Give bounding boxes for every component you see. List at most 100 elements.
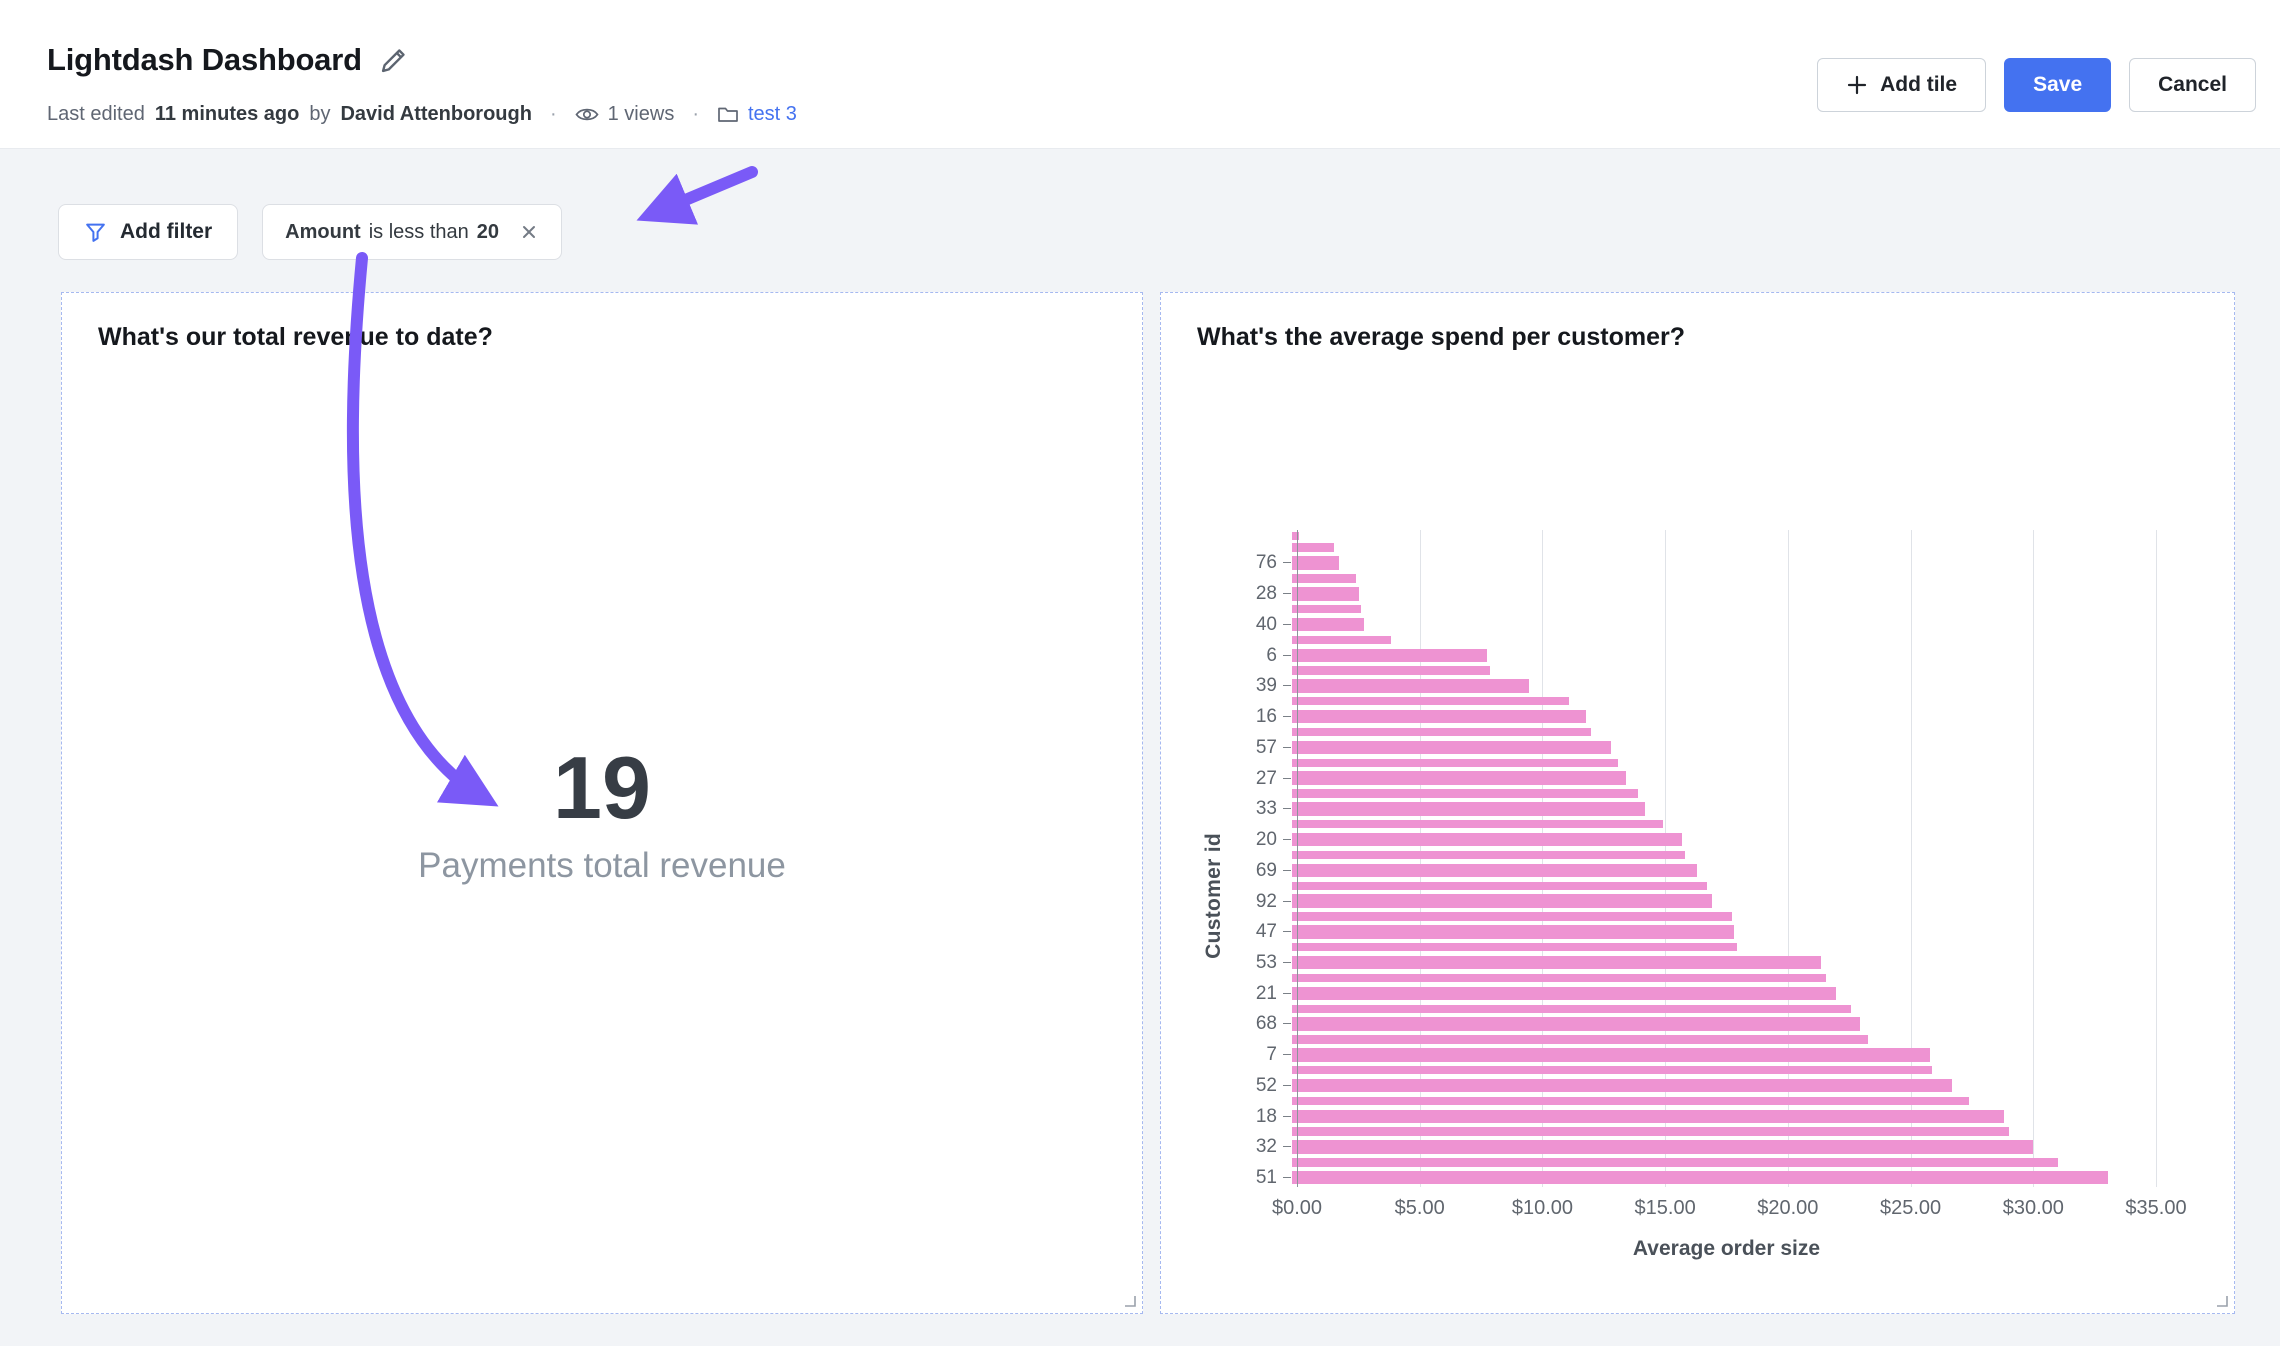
chart-bar[interactable] bbox=[1292, 1096, 1970, 1106]
chart-bar-row: 7 bbox=[1237, 1045, 2156, 1064]
chart-bar-track bbox=[1291, 1064, 2156, 1076]
chart-bar[interactable] bbox=[1292, 881, 1708, 890]
chart-bar[interactable] bbox=[1292, 943, 1737, 952]
chart-bar[interactable] bbox=[1292, 1017, 1861, 1031]
filter-chip-amount[interactable]: Amount is less than 20 bbox=[262, 204, 563, 260]
chart-bar[interactable] bbox=[1292, 894, 1713, 908]
chart-bar-row bbox=[1237, 788, 2156, 800]
header-actions: Add tile Save Cancel bbox=[1817, 58, 2256, 112]
chart-bar[interactable] bbox=[1292, 666, 1490, 675]
chart-bar[interactable] bbox=[1292, 1127, 2009, 1136]
chart-bar[interactable] bbox=[1292, 863, 1698, 878]
header-title-row: Lightdash Dashboard bbox=[47, 42, 408, 78]
chart-bar-track bbox=[1291, 922, 2156, 941]
chart-bar[interactable] bbox=[1292, 617, 1364, 632]
y-tick-label: 68 bbox=[1255, 1013, 1277, 1035]
views-count: 1 views bbox=[607, 103, 675, 125]
chart-bar[interactable] bbox=[1292, 587, 1359, 601]
chart-bar[interactable] bbox=[1292, 1171, 2108, 1185]
chart-bar-row bbox=[1237, 911, 2156, 923]
chart-bar-track bbox=[1291, 665, 2156, 677]
tile-average-spend[interactable]: What's the average spend per customer? C… bbox=[1160, 292, 2235, 1314]
y-tick-label: 92 bbox=[1255, 890, 1277, 912]
chart-bar[interactable] bbox=[1292, 850, 1685, 860]
chart-bar-track bbox=[1291, 1033, 2156, 1045]
chart-bar[interactable] bbox=[1292, 802, 1646, 816]
chart-bar[interactable] bbox=[1292, 531, 1300, 541]
space-link[interactable]: test 3 bbox=[748, 103, 797, 125]
x-tick-label: $20.00 bbox=[1757, 1197, 1819, 1219]
chart-bar-row: 69 bbox=[1237, 861, 2156, 880]
chart-bar[interactable] bbox=[1292, 789, 1638, 798]
chart-bar[interactable] bbox=[1292, 955, 1821, 970]
chart-bar[interactable] bbox=[1292, 697, 1569, 706]
remove-filter-button[interactable] bbox=[519, 222, 539, 242]
y-tick-label: 40 bbox=[1255, 613, 1277, 635]
filter-value: 20 bbox=[476, 220, 500, 243]
resize-handle[interactable] bbox=[2215, 1294, 2229, 1308]
chart-bar-row: 53 bbox=[1237, 953, 2156, 972]
chart-bar[interactable] bbox=[1292, 635, 1391, 645]
chart-bar[interactable] bbox=[1292, 1035, 1868, 1044]
chart-bar[interactable] bbox=[1292, 574, 1357, 583]
chart-bar[interactable] bbox=[1292, 1065, 1933, 1075]
plus-icon bbox=[1846, 74, 1868, 96]
y-tick-mark bbox=[1283, 593, 1291, 595]
cancel-button[interactable]: Cancel bbox=[2129, 58, 2256, 112]
chart-bar[interactable] bbox=[1292, 973, 1826, 983]
chart-bar-track bbox=[1291, 799, 2156, 818]
save-button[interactable]: Save bbox=[2004, 58, 2112, 112]
chart-bar[interactable] bbox=[1292, 771, 1626, 785]
y-tick-label: 51 bbox=[1255, 1167, 1277, 1189]
chart-bar-track bbox=[1291, 830, 2156, 849]
chart-bar[interactable] bbox=[1292, 1140, 2034, 1154]
chart-bar-track bbox=[1291, 911, 2156, 923]
tile-total-revenue[interactable]: What's our total revenue to date? 19 Pay… bbox=[61, 292, 1143, 1314]
chart-bar[interactable] bbox=[1292, 986, 1836, 1001]
chart-bar[interactable] bbox=[1292, 604, 1362, 614]
cancel-label: Cancel bbox=[2158, 73, 2227, 96]
page-title: Lightdash Dashboard bbox=[47, 42, 362, 77]
chart-bar[interactable] bbox=[1292, 709, 1587, 724]
pencil-icon bbox=[381, 49, 405, 73]
chart-bar[interactable] bbox=[1292, 727, 1592, 737]
chart-bar-track bbox=[1291, 849, 2156, 861]
chart-bar[interactable] bbox=[1292, 912, 1732, 921]
chart-bar[interactable] bbox=[1292, 648, 1488, 662]
chart-bar[interactable] bbox=[1292, 925, 1735, 939]
edit-title-button[interactable] bbox=[380, 46, 408, 74]
close-icon bbox=[523, 226, 536, 238]
y-tick-label: 39 bbox=[1255, 675, 1277, 697]
x-axis-title: Average order size bbox=[1632, 1237, 1821, 1260]
chart-bar[interactable] bbox=[1292, 556, 1339, 570]
chart-bar[interactable] bbox=[1292, 1158, 2059, 1167]
chart-bar-row bbox=[1237, 572, 2156, 584]
chart-bar[interactable] bbox=[1292, 740, 1611, 755]
chart-bar[interactable] bbox=[1292, 758, 1619, 767]
add-tile-button[interactable]: Add tile bbox=[1817, 58, 1987, 112]
y-tick-mark bbox=[1283, 1115, 1291, 1117]
chart-bar-row bbox=[1237, 665, 2156, 677]
bar-chart: Customer id 76 28 40 6 39 16 57 27 33 20 69 92 47 53 2… bbox=[1191, 530, 2187, 1261]
chart-bar-track bbox=[1291, 572, 2156, 584]
y-tick-label: 7 bbox=[1266, 1044, 1277, 1066]
chart-bar-row: 27 bbox=[1237, 769, 2156, 788]
chart-bar-row: 92 bbox=[1237, 892, 2156, 911]
chart-bar[interactable] bbox=[1292, 1048, 1930, 1062]
resize-handle[interactable] bbox=[1123, 1294, 1137, 1308]
big-number-value: 19 bbox=[553, 738, 651, 837]
chart-bar[interactable] bbox=[1292, 679, 1530, 693]
chart-bar[interactable] bbox=[1292, 543, 1334, 552]
chart-bar-track bbox=[1291, 1156, 2156, 1168]
y-tick-label: 57 bbox=[1255, 736, 1277, 758]
chart-bar-row bbox=[1237, 726, 2156, 738]
chart-bar[interactable] bbox=[1292, 1078, 1952, 1093]
chart-bar[interactable] bbox=[1292, 832, 1683, 847]
chart-bar[interactable] bbox=[1292, 1109, 2004, 1124]
x-tick-label: $35.00 bbox=[2125, 1197, 2187, 1219]
chart-bar-track bbox=[1291, 757, 2156, 769]
chart-bar[interactable] bbox=[1292, 820, 1663, 829]
chart-bar-row: 20 bbox=[1237, 830, 2156, 849]
add-filter-button[interactable]: Add filter bbox=[58, 204, 239, 260]
chart-bar[interactable] bbox=[1292, 1004, 1851, 1013]
